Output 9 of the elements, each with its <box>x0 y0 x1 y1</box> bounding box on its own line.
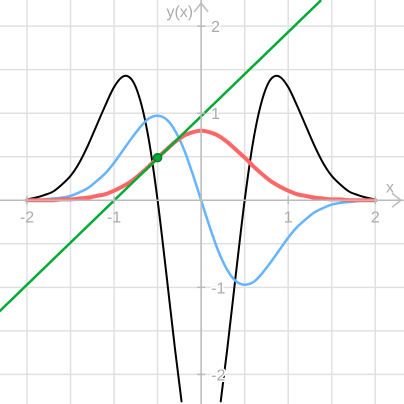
x-axis-title: x <box>386 179 394 196</box>
x-tick-label: -2 <box>20 209 34 226</box>
y-tick-label: -1 <box>211 280 226 298</box>
y-tick-label: 2 <box>211 19 220 36</box>
x-tick-label: 2 <box>370 209 380 226</box>
x-tick-label: 1 <box>284 209 293 226</box>
y-axis-title: y(x) <box>166 4 194 21</box>
y-tick-label: 1 <box>211 106 220 124</box>
x-tick-label: -1 <box>106 209 122 226</box>
